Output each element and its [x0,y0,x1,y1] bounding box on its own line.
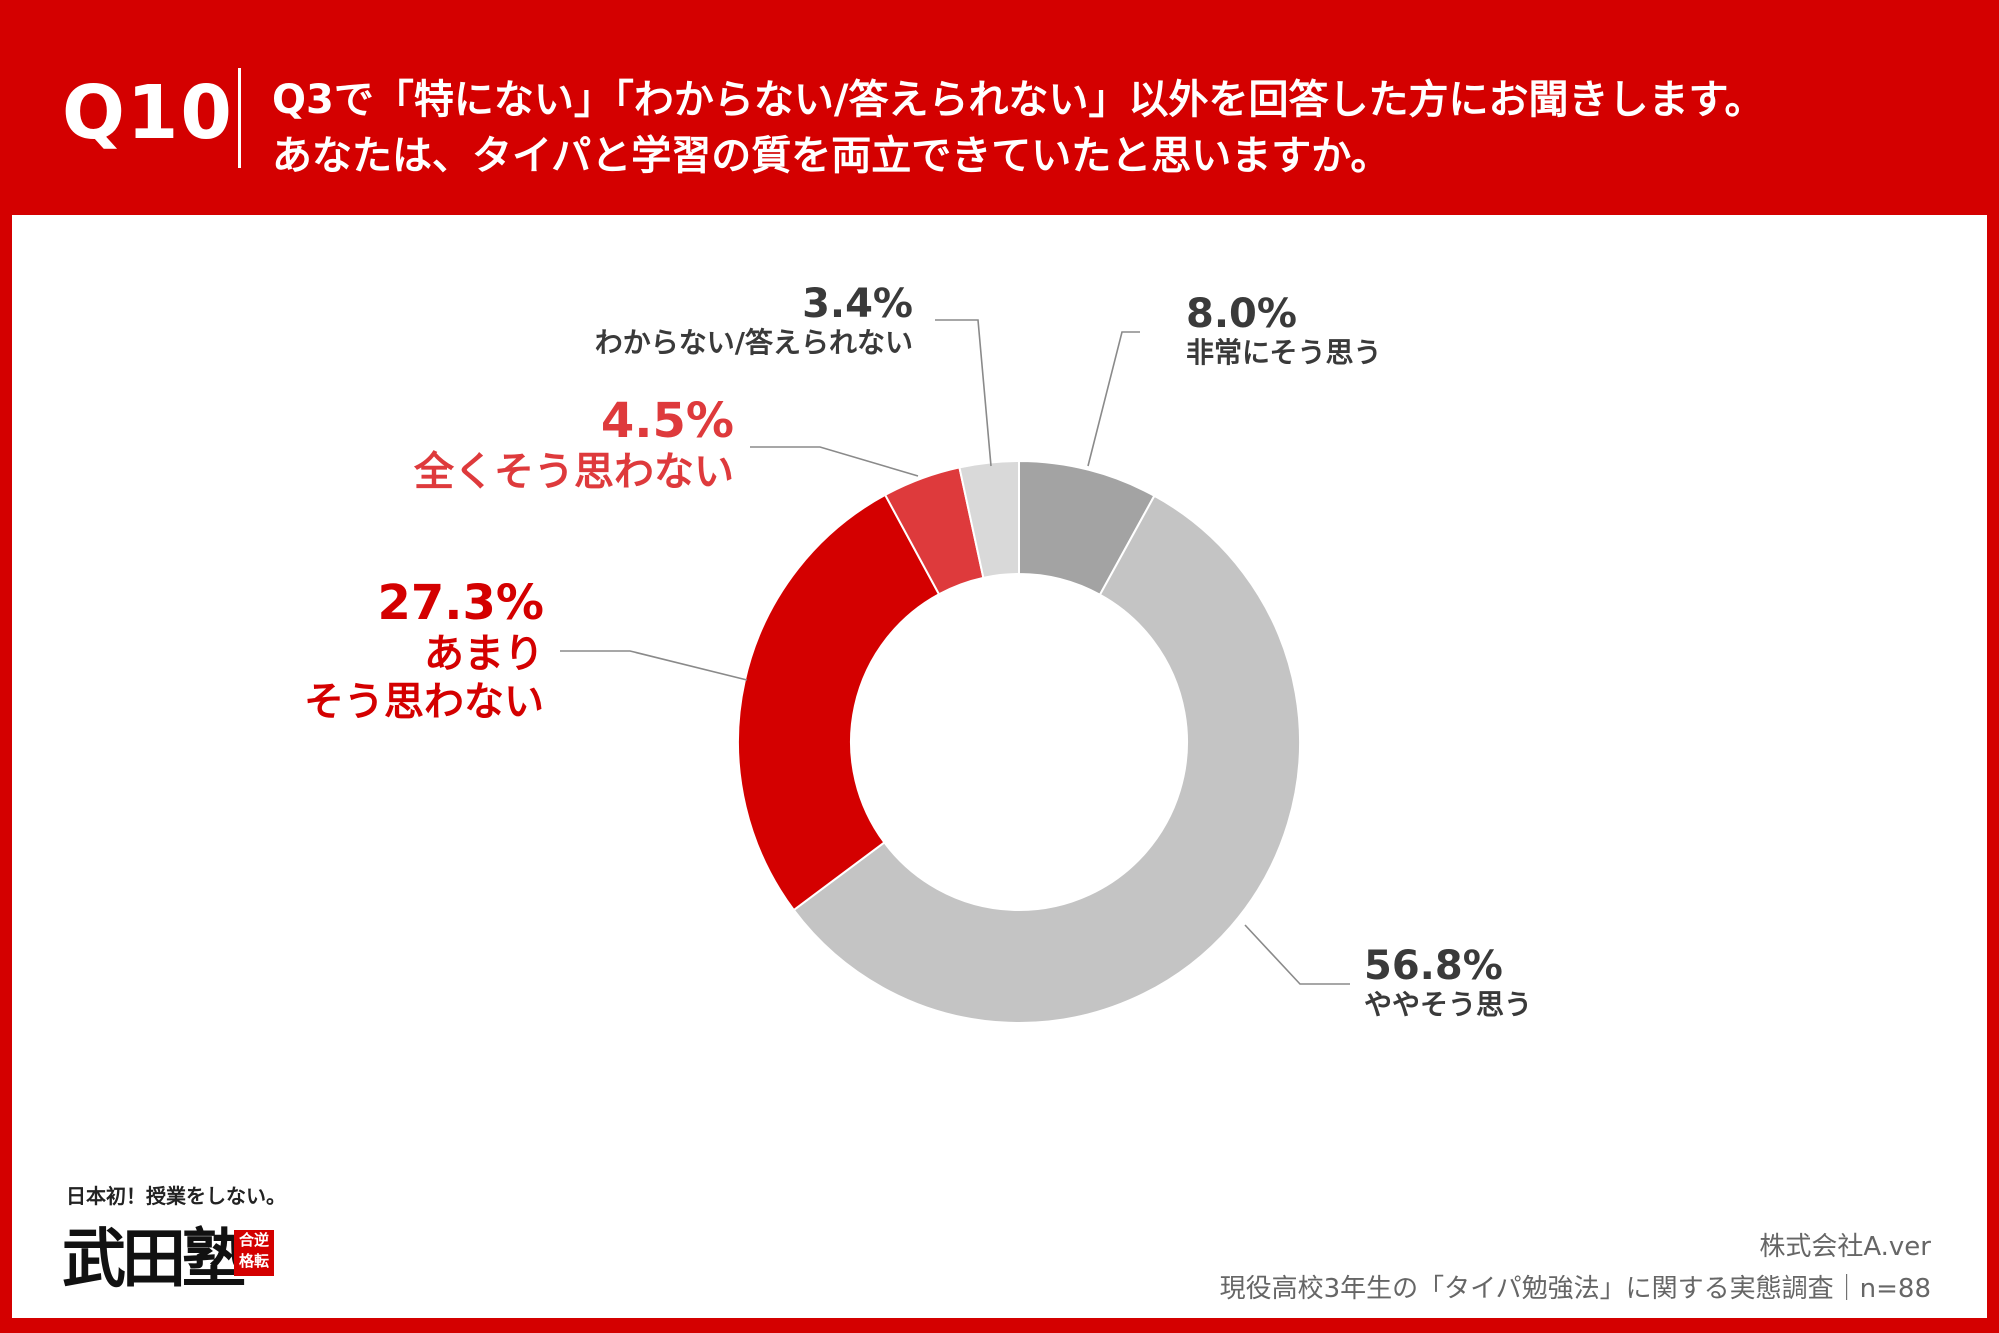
question-line-2: あなたは、タイパと学習の質を両立できていたと思いますか。 [272,133,1391,179]
category-label-somewhat: ややそう思う [1364,988,1533,1021]
chart-panel [12,215,1987,1318]
chart-slices [737,459,1301,1024]
question-text: Q3で「特にない」「わからない/答えられない」以外を回答した方にお聞きします。 … [272,72,1764,184]
category-label-very: 非常にそう思う [1186,336,1382,369]
slice-label-very: 8.0% 非常にそう思う [1186,292,1381,370]
slice-unknown [958,459,1020,580]
category-label-not-at-all: 全くそう思わない [414,449,734,495]
slice-label-somewhat: 56.8% ややそう思う [1364,944,1532,1022]
leader-line-not-much [560,650,748,681]
leader-line-somewhat [1244,924,1350,985]
value-label-not-at-all: 4.5% [600,393,734,449]
source-company: 株式会社A.ver [1759,1232,1931,1262]
slice-label-unknown: 3.4% わからない/答えられない [595,282,913,360]
logo-tagline: 日本初！授業をしない。 [66,1184,286,1208]
logo-wordmark: 武田塾 [62,1222,246,1297]
slice-somewhat [792,494,1301,1024]
leader-line-very [1087,331,1140,467]
leader-lines [560,319,1350,985]
source-note: 株式会社A.ver 現役高校3年生の「タイパ勉強法」に関する実態調査｜n=88 [1220,1226,1931,1310]
logo-stamp: 合逆格転 [234,1230,274,1276]
header-banner: Q10 Q3で「特にない」「わからない/答えられない」以外を回答した方にお聞きし… [0,0,1999,215]
category-label-not-much-2: そう思わない [304,679,544,725]
source-survey: 現役高校3年生の「タイパ勉強法」に関する実態調査｜n=88 [1219,1274,1931,1304]
header-divider [238,68,241,168]
question-line-1: Q3で「特にない」「わからない/答えられない」以外を回答した方にお聞きします。 [272,77,1765,123]
slice-not-much [737,493,941,912]
value-label-unknown: 3.4% [802,281,913,327]
category-label-not-much-1: あまり [424,631,544,677]
leader-line-unknown [935,319,992,467]
value-label-very: 8.0% [1186,291,1297,337]
question-number: Q10 [62,70,234,156]
category-label-unknown: わからない/答えられない [594,326,913,359]
leader-line-not-at-all [750,446,919,477]
slice-label-not-at-all: 4.5% 全くそう思わない [414,394,734,496]
value-label-not-much: 27.3% [377,575,544,631]
value-label-somewhat: 56.8% [1364,943,1503,989]
slice-label-not-much: 27.3% あまり そう思わない [304,576,544,726]
